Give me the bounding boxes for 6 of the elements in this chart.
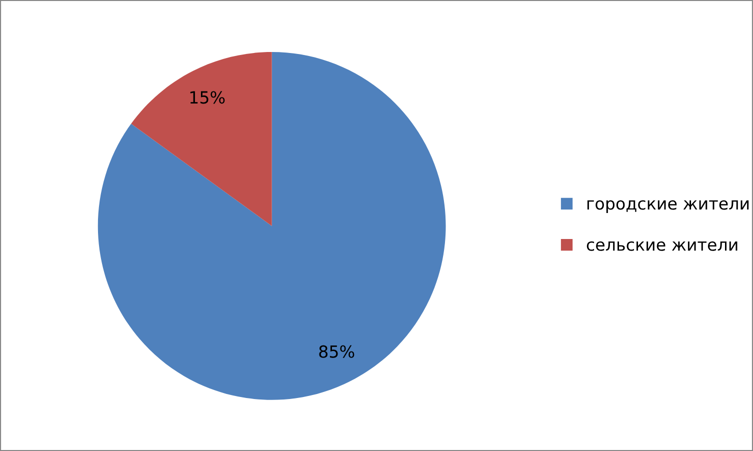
legend-label: городские жители: [587, 200, 749, 213]
pie-slice: [98, 52, 446, 400]
data-label: 15%: [190, 91, 225, 104]
legend-label: сельские жители: [586, 241, 738, 251]
data-label: 85%: [319, 345, 354, 358]
pie-slice: [131, 52, 272, 226]
